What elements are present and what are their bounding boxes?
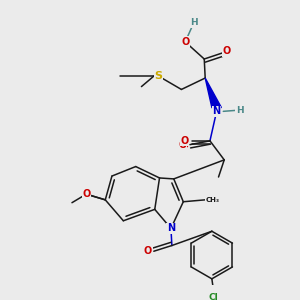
Text: H: H — [190, 18, 198, 27]
Text: O: O — [181, 37, 189, 47]
Text: O: O — [178, 140, 187, 150]
Text: N: N — [167, 224, 175, 233]
Text: O: O — [180, 136, 188, 146]
Text: O: O — [144, 246, 152, 256]
Text: S: S — [154, 71, 163, 81]
Text: O: O — [223, 46, 231, 56]
Text: Cl: Cl — [209, 293, 219, 300]
Text: O: O — [82, 189, 90, 199]
Text: H: H — [236, 106, 243, 115]
Text: CH₃: CH₃ — [206, 197, 220, 203]
Text: O: O — [180, 140, 188, 150]
Polygon shape — [205, 78, 221, 107]
Text: N: N — [213, 106, 221, 116]
Text: O: O — [82, 189, 90, 199]
